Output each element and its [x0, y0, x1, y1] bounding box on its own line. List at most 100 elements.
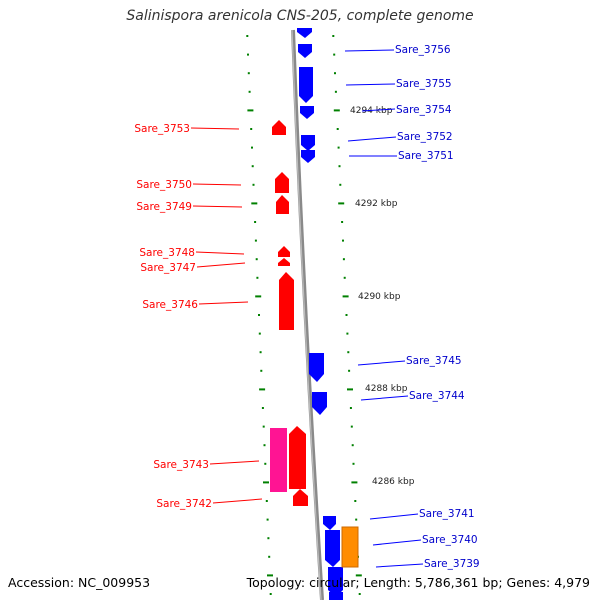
- genome-title: Salinispora arenicola CNS-205, complete …: [126, 8, 474, 24]
- gene-label-sare-3741[interactable]: Sare_3741: [419, 508, 475, 520]
- gene-label-sare-3744[interactable]: Sare_3744: [409, 390, 465, 402]
- gene-label-sare-3754[interactable]: Sare_3754: [396, 104, 452, 116]
- minor-tick: [333, 53, 336, 56]
- minor-tick: [254, 239, 257, 242]
- gene-arrow-orange[interactable]: [341, 526, 359, 568]
- gene-label-sare-3755[interactable]: Sare_3755: [396, 78, 452, 90]
- minor-tick: [350, 425, 353, 428]
- gene-arrow-sare-3740[interactable]: [325, 530, 340, 567]
- gene-label-leader: [192, 183, 242, 186]
- gene-label-sare-3753[interactable]: Sare_3753: [134, 123, 190, 135]
- minor-tick: [342, 239, 344, 242]
- minor-tick: [267, 537, 270, 540]
- minor-tick: [250, 128, 253, 130]
- gene-arrow-sare-3750[interactable]: [275, 172, 289, 193]
- gene-arrow-sare-3745[interactable]: [309, 353, 324, 382]
- minor-tick: [345, 314, 348, 316]
- gene-arrow-sare-3754[interactable]: [300, 106, 314, 119]
- forward-genes: [297, 28, 343, 600]
- major-tick: [355, 574, 362, 577]
- scale-labels: 4294 kbp 4292 kbp 4290 kbp 4288 kbp 4286…: [350, 106, 415, 487]
- minor-tick: [256, 276, 259, 279]
- minor-tick: [258, 332, 261, 335]
- minor-tick: [352, 462, 355, 465]
- gene-label-sare-3743[interactable]: Sare_3743: [153, 459, 209, 471]
- gene-label-sare-3745[interactable]: Sare_3745: [406, 355, 462, 367]
- gene-label-sare-3749[interactable]: Sare_3749: [136, 201, 192, 213]
- gene-arrow-sare-3741[interactable]: [323, 516, 336, 530]
- minor-tick: [354, 500, 357, 502]
- minor-tick: [247, 53, 249, 56]
- gene-label-sare-3752[interactable]: Sare_3752: [397, 131, 453, 143]
- minor-tick: [337, 146, 340, 149]
- gene-arrow-rna[interactable]: [270, 428, 287, 492]
- gene-label-leader: [212, 498, 263, 504]
- major-tick: [342, 295, 349, 298]
- gene-label-leader: [345, 83, 396, 86]
- gene-label-leader: [361, 108, 396, 112]
- gene-label-leader: [195, 251, 245, 255]
- major-tick: [267, 574, 273, 577]
- minor-tick: [334, 90, 337, 93]
- gene-arrow-sare-3739[interactable]: [328, 567, 343, 597]
- tick-marks-left: [246, 35, 273, 595]
- minor-tick: [263, 444, 266, 447]
- gene-arrow-sare-3751[interactable]: [301, 150, 315, 163]
- right-gene-label-texts: Sare_3756 Sare_3755 Sare_3754 Sare_3752 …: [395, 44, 480, 570]
- minor-tick: [341, 221, 344, 223]
- minor-tick: [251, 165, 254, 168]
- minor-tick: [247, 72, 250, 75]
- gene-arrow-sare-3755[interactable]: [299, 67, 313, 103]
- major-tick: [263, 481, 269, 484]
- gene-label-sare-3751[interactable]: Sare_3751: [398, 150, 454, 162]
- gene-label-leader: [190, 127, 240, 130]
- gene-arrow-sare-3752[interactable]: [301, 135, 315, 151]
- minor-tick: [248, 90, 251, 93]
- gene-arrow-sare-3744[interactable]: [312, 392, 327, 415]
- minor-tick: [351, 444, 354, 447]
- tick-marks-right: [332, 35, 362, 595]
- major-tick: [351, 481, 358, 484]
- topology-label: Topology: circular; Length: 5,786,361 bp…: [246, 575, 590, 590]
- gene-arrow-sare-3743[interactable]: [289, 426, 306, 489]
- gene-label-sare-3746[interactable]: Sare_3746: [142, 299, 198, 311]
- scale-label: 4292 kbp: [355, 199, 398, 209]
- gene-arrow-sare-3757[interactable]: [297, 28, 312, 38]
- minor-tick: [258, 314, 260, 316]
- minor-tick: [346, 332, 349, 335]
- gene-arrow-sare-3747[interactable]: [278, 258, 290, 266]
- minor-tick: [334, 72, 336, 75]
- scale-label: 4286 kbp: [372, 477, 415, 487]
- scale-label: 4290 kbp: [358, 292, 401, 302]
- gene-label-sare-3756[interactable]: Sare_3756: [395, 44, 451, 56]
- minor-tick: [348, 369, 351, 372]
- minor-tick: [358, 593, 361, 595]
- gene-arrow-sare-3756[interactable]: [298, 44, 312, 58]
- gene-label-leader: [344, 49, 395, 52]
- major-tick: [347, 388, 353, 391]
- gene-label-sare-3750[interactable]: Sare_3750: [136, 179, 192, 191]
- accession-label: Accession: NC_009953: [8, 575, 151, 590]
- genome-backbone-highlight: [291, 29, 322, 601]
- minor-tick: [336, 128, 339, 130]
- gene-arrow-sare-3753[interactable]: [272, 120, 286, 135]
- gene-arrow-sare-3738[interactable]: [329, 592, 343, 600]
- scale-label: 4294 kbp: [350, 106, 393, 116]
- gene-label-sare-3747[interactable]: Sare_3747: [140, 262, 196, 274]
- gene-label-sare-3748[interactable]: Sare_3748: [139, 247, 195, 259]
- scale-label: 4288 kbp: [365, 384, 408, 394]
- minor-tick: [260, 369, 263, 372]
- gene-arrow-sare-3748[interactable]: [278, 246, 290, 257]
- gene-arrow-sare-3749[interactable]: [276, 195, 289, 214]
- gene-arrow-sare-3742[interactable]: [293, 489, 308, 506]
- left-gene-labels: [190, 127, 263, 504]
- gene-label-sare-3739[interactable]: Sare_3739: [424, 558, 480, 570]
- gene-label-sare-3740[interactable]: Sare_3740: [422, 534, 478, 546]
- major-tick: [251, 202, 258, 205]
- minor-tick: [261, 407, 264, 409]
- gene-arrow-sare-3746[interactable]: [279, 272, 294, 330]
- minor-tick: [254, 221, 257, 223]
- minor-tick: [339, 183, 342, 186]
- gene-label-sare-3742[interactable]: Sare_3742: [156, 498, 212, 510]
